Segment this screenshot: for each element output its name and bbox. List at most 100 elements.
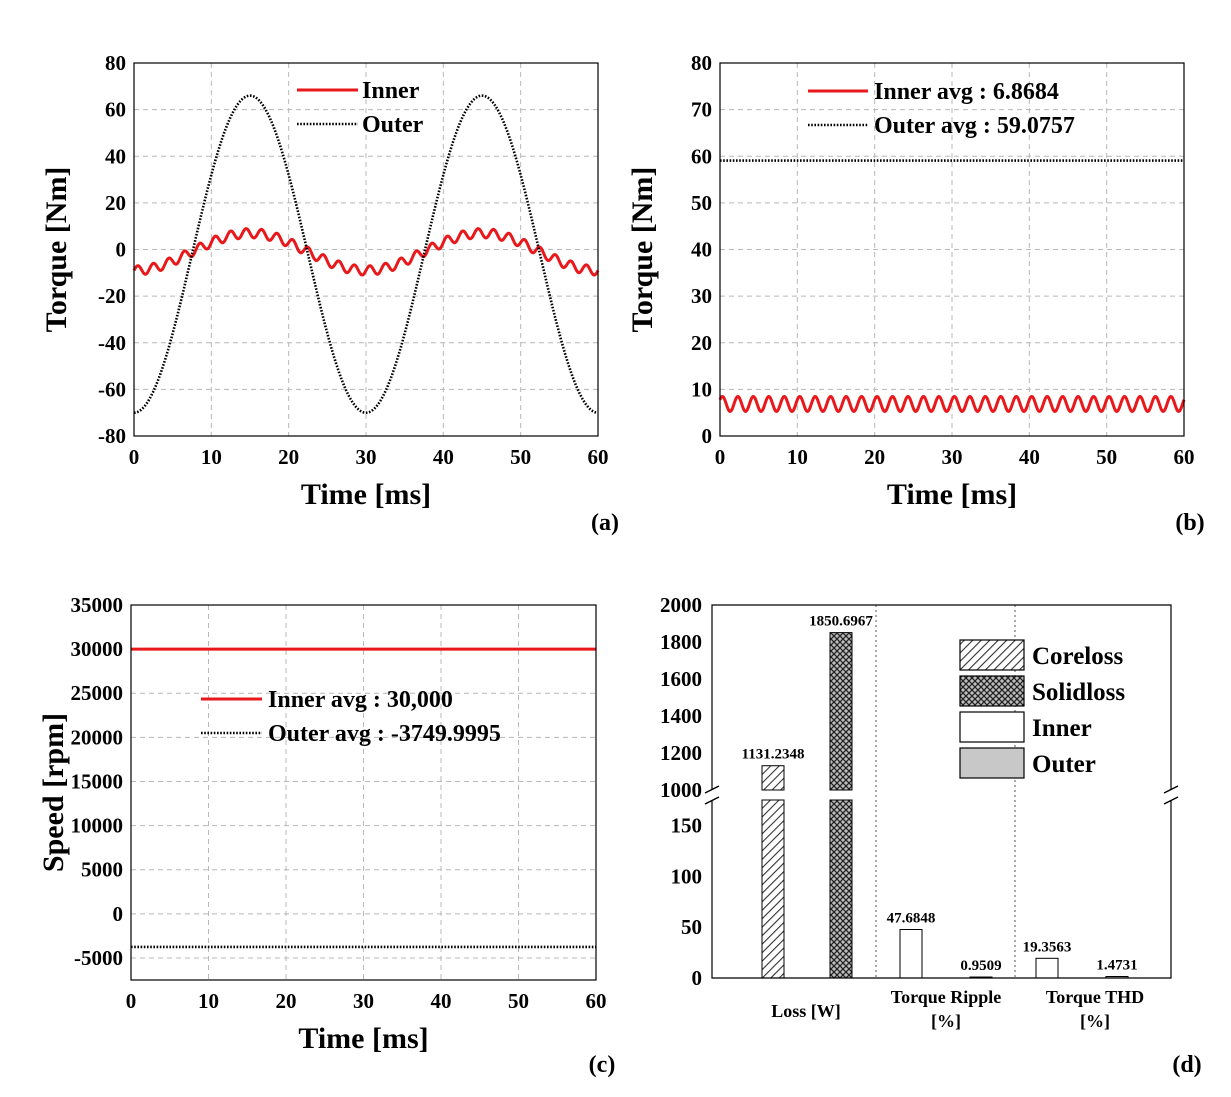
y-tick-label: 0 — [702, 424, 713, 448]
legend-entry-outer: Outer — [362, 112, 424, 138]
bar — [829, 632, 853, 791]
x-tick-label: 0 — [126, 989, 137, 1013]
chart-panel-b: 0 10 20 30 40 50 60 0 10 20 30 40 50 60 70 80 Time [ms] T… — [626, 51, 1205, 536]
y-tick-label: 30000 — [71, 637, 124, 661]
legend-entry-outer: Outer avg : 59.0757 — [874, 113, 1075, 139]
y-tick-label: 1800 — [660, 630, 702, 654]
bar-value-label: 1131.2348 — [742, 747, 805, 763]
x-tick-label: 10 — [201, 445, 222, 469]
legend-entry: Solidloss — [1032, 679, 1125, 706]
y-tick-label: 35000 — [71, 593, 124, 617]
legend-entry-inner: Inner avg : 6.8684 — [874, 79, 1059, 105]
y-tick-label: 50 — [691, 191, 712, 215]
category-label: Torque THD — [1046, 987, 1144, 1007]
legend-swatch-gray — [959, 747, 1025, 779]
x-axis-label: Time [ms] — [298, 1022, 428, 1055]
y-axis-label: Speed [rpm] — [37, 713, 70, 872]
panel-label: (a) — [591, 510, 619, 536]
panel-label: (d) — [1172, 1052, 1201, 1078]
y-tick-label: 20 — [691, 331, 712, 355]
x-tick-label: 50 — [508, 989, 529, 1013]
x-tick-label: 10 — [198, 989, 219, 1013]
plot-frame-upper — [711, 604, 1172, 790]
bar — [761, 765, 785, 791]
y-tick-label: 15000 — [71, 769, 124, 793]
y-tick-label: 60 — [691, 144, 712, 168]
y-tick-label: 80 — [691, 51, 712, 75]
bar-value-label: 47.6848 — [887, 910, 936, 926]
y-tick-label: 40 — [691, 238, 712, 262]
x-tick-label: 20 — [278, 445, 299, 469]
legend-entry: Coreloss — [1032, 643, 1123, 670]
plot-frame — [130, 604, 597, 981]
chart-panel-a: 0 10 20 30 40 50 60 -80 -60 -40 -20 0 20 40 60 80 Time [… — [40, 51, 619, 536]
y-tick-label: 25000 — [71, 681, 124, 705]
y-tick-label: 50 — [681, 915, 702, 939]
bar — [899, 928, 923, 979]
plot-frame-lower — [711, 800, 1172, 979]
series-line-inner — [718, 394, 1186, 413]
y-tick-label: 60 — [105, 98, 126, 122]
plot-frame — [133, 62, 599, 437]
y-tick-label: 1000 — [660, 778, 702, 802]
chart-panel-d: 1000 1200 1400 1600 1800 2000 0 50 100 150 1131.23… — [660, 593, 1202, 1078]
y-tick-label: 10000 — [71, 814, 124, 838]
x-tick-label: 20 — [864, 445, 885, 469]
series-line-outer — [133, 94, 599, 414]
y-tick-label: 70 — [691, 98, 712, 122]
bar — [1035, 957, 1059, 979]
bar-value-label: 1.4731 — [1096, 958, 1137, 974]
y-tick-label: 1600 — [660, 667, 702, 691]
y-tick-label: 0 — [116, 238, 127, 262]
axis-break-mark-right — [1163, 796, 1179, 805]
panel-label: (b) — [1175, 510, 1204, 536]
x-tick-label: 0 — [715, 445, 726, 469]
category-label: Torque Ripple — [891, 987, 1002, 1007]
panel-label: (c) — [589, 1052, 616, 1078]
y-tick-label: 5000 — [81, 858, 123, 882]
x-tick-label: 50 — [1096, 445, 1117, 469]
y-tick-label: 10 — [691, 377, 712, 401]
legend: Inner avg : 30,000 Outer avg : -3749.9995 — [201, 687, 501, 747]
x-tick-label: 40 — [431, 989, 452, 1013]
x-tick-label: 60 — [1174, 445, 1195, 469]
y-tick-label: 0 — [113, 902, 124, 926]
x-axis-label: Time [ms] — [887, 478, 1017, 511]
legend: Coreloss Solidloss Inner Outer — [959, 639, 1125, 779]
y-tick-label: 0 — [692, 966, 703, 990]
y-tick-label: 150 — [671, 813, 703, 837]
y-tick-label: 20 — [105, 191, 126, 215]
chart-panel-c: 0 10 20 30 40 50 60-50000500010000150002000025… — [37, 593, 615, 1078]
x-tick-label: 20 — [276, 989, 297, 1013]
legend-entry-outer: Outer avg : -3749.9995 — [268, 721, 501, 747]
bar-value-label: 1850.6967 — [809, 614, 873, 630]
x-tick-label: 50 — [510, 445, 531, 469]
y-tick-label: 1200 — [660, 741, 702, 765]
x-tick-label: 30 — [353, 989, 374, 1013]
y-tick-label: 20000 — [71, 725, 124, 749]
category-label: [%] — [931, 1011, 961, 1031]
legend-entry-inner: Inner — [362, 78, 420, 104]
y-tick-label: -60 — [98, 377, 126, 401]
y-tick-label: 30 — [691, 284, 712, 308]
plot-frame — [719, 62, 1185, 437]
y-tick-label: 40 — [105, 144, 126, 168]
x-axis-label: Time [ms] — [301, 478, 431, 511]
bar-value-label: 0.9509 — [960, 958, 1001, 974]
category-label: Loss [W] — [771, 1001, 841, 1021]
y-tick-label: -20 — [98, 284, 126, 308]
legend: Inner Outer — [297, 78, 424, 138]
legend-swatch-crosshatch — [959, 675, 1025, 707]
y-tick-label: -40 — [98, 331, 126, 355]
x-tick-label: 30 — [356, 445, 377, 469]
y-tick-label: 100 — [671, 864, 703, 888]
axis-break-mark-right — [1163, 785, 1179, 794]
legend-entry: Outer — [1032, 751, 1096, 778]
axis-break-mark-left — [704, 785, 720, 794]
x-tick-label: 10 — [787, 445, 808, 469]
axis-break-mark-left — [704, 796, 720, 805]
legend-entry-inner: Inner avg : 30,000 — [268, 687, 453, 713]
legend: Inner avg : 6.8684 Outer avg : 59.0757 — [808, 79, 1075, 139]
series-line-inner — [132, 227, 600, 277]
